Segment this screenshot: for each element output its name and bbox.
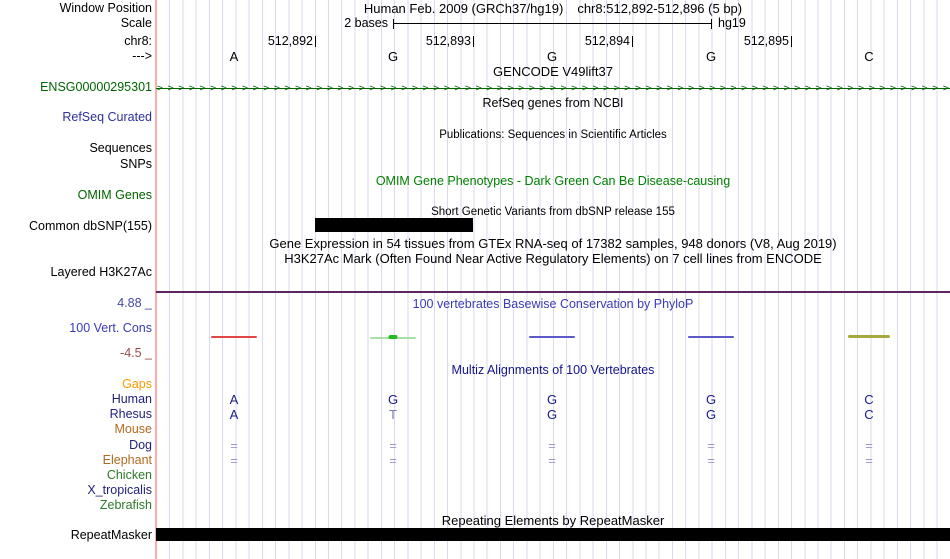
ruler-number: 512,893: [425, 34, 471, 48]
scale-bar-line: [394, 23, 711, 24]
gtex-track-title: Gene Expression in 54 tissues from GTEx …: [269, 236, 837, 251]
dog-align-mark: =: [548, 438, 556, 453]
species-label-elephant[interactable]: Elephant: [102, 453, 152, 467]
scale-bar: [393, 19, 712, 29]
species-label-xtropicalis[interactable]: X_tropicalis: [87, 483, 152, 497]
rhesus-base: C: [864, 407, 874, 422]
vert-cons-label[interactable]: 100 Vert. Cons: [69, 321, 152, 335]
conservation-mark: [529, 336, 575, 338]
dog-align-mark: =: [230, 438, 238, 453]
species-label-rhesus[interactable]: Rhesus: [109, 407, 152, 421]
ruler-tick: [791, 36, 792, 47]
scale-label: Scale: [120, 16, 152, 30]
refseq-track-title: RefSeq genes from NCBI: [482, 96, 624, 110]
dog-align-mark: =: [865, 438, 873, 453]
dbsnp-track-title: Short Genetic Variants from dbSNP releas…: [431, 206, 675, 218]
strand-arrow-label: --->: [132, 49, 152, 63]
grid-background: [156, 0, 950, 559]
conservation-min-label: -4.5 _: [120, 346, 152, 360]
track-separator-line: [156, 291, 950, 293]
omim-genes-label[interactable]: OMIM Genes: [77, 188, 152, 202]
transcript-direction-arrows-text: >>>>>>>>>>>>>>>>>>>>>>>>>>>>>>>>>>>>>>>>…: [157, 83, 950, 94]
ruler-number: 512,892: [267, 34, 313, 48]
ruler-tick: [632, 36, 633, 47]
rhesus-base: A: [229, 407, 239, 422]
elephant-align-mark: =: [548, 453, 556, 468]
rhesus-base-mismatch: T: [389, 407, 397, 422]
assembly-tag: hg19: [718, 16, 746, 30]
ref-base: G: [705, 49, 717, 64]
snps-label[interactable]: SNPs: [120, 157, 152, 171]
ref-base: C: [864, 49, 874, 64]
dbsnp-variant-bar[interactable]: [315, 218, 473, 232]
conservation-max-label: 4.88 _: [117, 296, 152, 310]
ref-base: G: [546, 49, 558, 64]
gene-id-label[interactable]: ENSG00000295301: [40, 80, 152, 94]
conservation-mark: [848, 335, 890, 338]
conservation-mark-peak: [388, 335, 398, 339]
gencode-track-title: GENCODE V49lift37: [493, 64, 613, 79]
human-base: C: [864, 392, 874, 407]
omim-track-title: OMIM Gene Phenotypes - Dark Green Can Be…: [375, 174, 731, 188]
human-base: G: [705, 392, 717, 407]
rhesus-base: G: [705, 407, 717, 422]
window-position-label: Window Position: [59, 1, 152, 15]
ruler-number: 512,894: [584, 34, 630, 48]
gene-transcript-arrows[interactable]: >>>>>>>>>>>>>>>>>>>>>>>>>>>>>>>>>>>>>>>>…: [156, 83, 950, 94]
species-label-human[interactable]: Human: [111, 392, 152, 406]
ref-base: G: [387, 49, 399, 64]
layered-h3k27ac-label[interactable]: Layered H3K27Ac: [50, 265, 152, 279]
repeatmasker-label[interactable]: RepeatMasker: [70, 528, 152, 542]
species-label-zebrafish[interactable]: Zebrafish: [99, 498, 152, 512]
label-separator-line: [155, 0, 157, 559]
repeatmasker-track-title: Repeating Elements by RepeatMasker: [441, 513, 665, 528]
species-label-gaps[interactable]: Gaps: [122, 377, 152, 391]
elephant-align-mark: =: [865, 453, 873, 468]
position-title: chr8:512,892-512,896 (5 bp): [577, 1, 743, 16]
dog-align-mark: =: [389, 438, 397, 453]
human-base: A: [229, 392, 239, 407]
multiz-track-title: Multiz Alignments of 100 Vertebrates: [451, 363, 655, 377]
ref-base: A: [229, 49, 239, 64]
conservation-mark: [688, 336, 734, 338]
repeatmasker-element-bar[interactable]: [156, 528, 950, 541]
human-base: G: [387, 392, 399, 407]
chrom-label: chr8:: [124, 34, 152, 48]
species-label-dog[interactable]: Dog: [129, 438, 152, 452]
assembly-title: Human Feb. 2009 (GRCh37/hg19): [363, 1, 564, 16]
ruler-tick: [473, 36, 474, 47]
species-label-mouse[interactable]: Mouse: [114, 422, 152, 436]
refseq-curated-label[interactable]: RefSeq Curated: [62, 110, 152, 124]
phylop-track-title: 100 vertebrates Basewise Conservation by…: [412, 297, 694, 311]
rhesus-base: G: [546, 407, 558, 422]
ruler-number: 512,895: [743, 34, 789, 48]
elephant-align-mark: =: [707, 453, 715, 468]
elephant-align-mark: =: [230, 453, 238, 468]
elephant-align-mark: =: [389, 453, 397, 468]
dog-align-mark: =: [707, 438, 715, 453]
species-label-chicken[interactable]: Chicken: [106, 468, 152, 482]
h3k27ac-track-title: H3K27Ac Mark (Often Found Near Active Re…: [284, 251, 822, 266]
human-base: G: [546, 392, 558, 407]
transcript-line: [156, 88, 950, 89]
publications-track-title: Publications: Sequences in Scientific Ar…: [439, 129, 667, 141]
conservation-mark: [211, 336, 257, 338]
sequences-label[interactable]: Sequences: [89, 141, 152, 155]
ruler-tick: [315, 36, 316, 47]
scale-value: 2 bases: [344, 16, 388, 30]
window-position-header: Human Feb. 2009 (GRCh37/hg19) chr8:512,8…: [156, 2, 950, 15]
common-dbsnp-label[interactable]: Common dbSNP(155): [29, 219, 152, 233]
